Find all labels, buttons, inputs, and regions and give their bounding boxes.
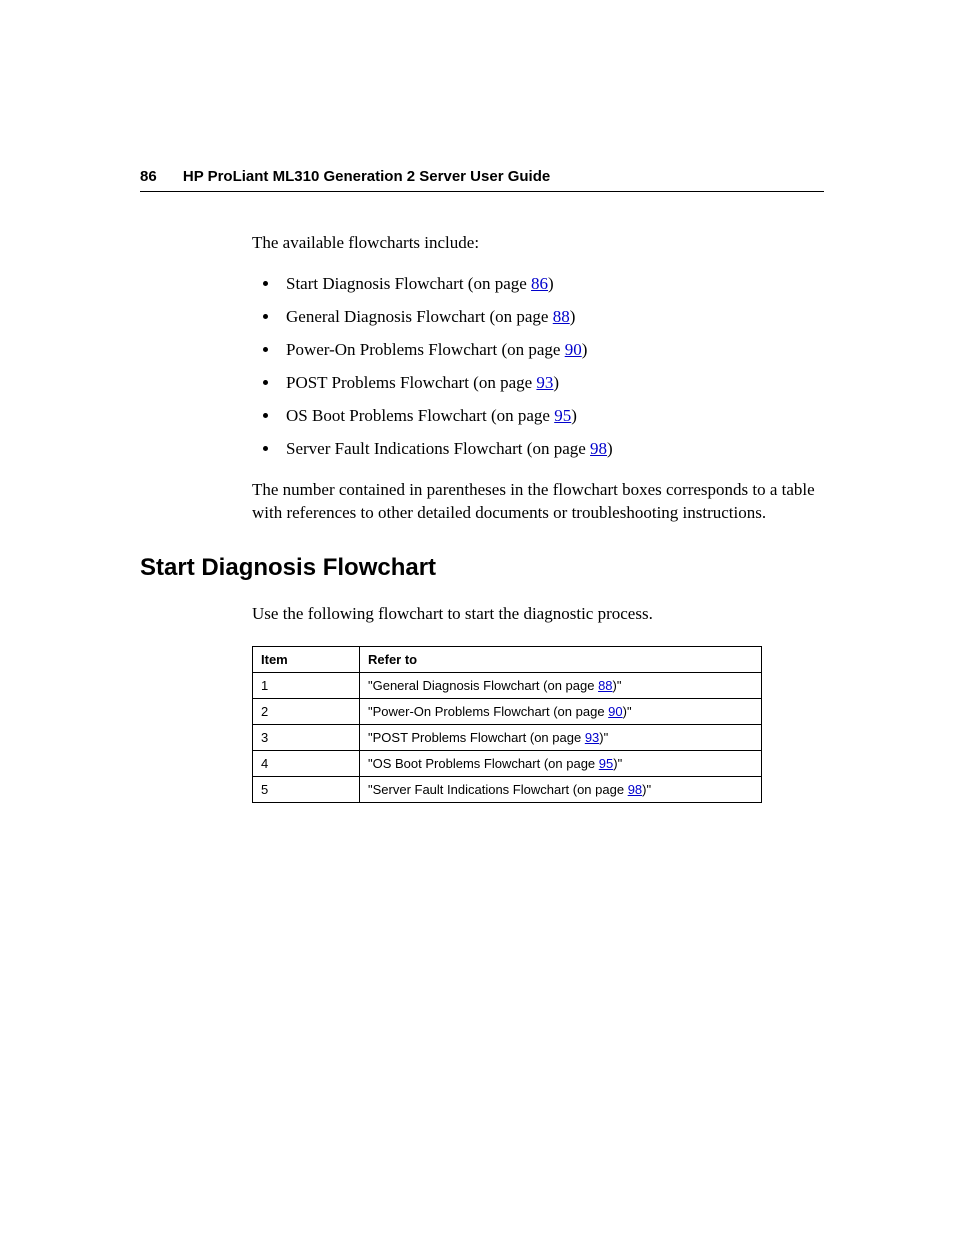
page-link[interactable]: 93 xyxy=(536,373,553,392)
list-item-suffix: ) xyxy=(582,340,588,359)
table-cell-refer: "OS Boot Problems Flowchart (on page 95)… xyxy=(360,751,762,777)
cell-suffix: )" xyxy=(613,678,622,693)
table-row: 4 "OS Boot Problems Flowchart (on page 9… xyxy=(253,751,762,777)
page-header: 86 HP ProLiant ML310 Generation 2 Server… xyxy=(140,168,824,192)
section-body: Use the following flowchart to start the… xyxy=(252,604,824,803)
cell-prefix: "OS Boot Problems Flowchart (on page xyxy=(368,756,599,771)
list-item: POST Problems Flowchart (on page 93) xyxy=(280,372,824,395)
table-row: 2 "Power-On Problems Flowchart (on page … xyxy=(253,699,762,725)
list-item-prefix: POST Problems Flowchart (on page xyxy=(286,373,536,392)
list-item-suffix: ) xyxy=(553,373,559,392)
list-item-prefix: Server Fault Indications Flowchart (on p… xyxy=(286,439,590,458)
table-row: 3 "POST Problems Flowchart (on page 93)" xyxy=(253,725,762,751)
list-item-prefix: Start Diagnosis Flowchart (on page xyxy=(286,274,531,293)
list-item-suffix: ) xyxy=(570,307,576,326)
table-cell-refer: "Server Fault Indications Flowchart (on … xyxy=(360,777,762,803)
list-item-suffix: ) xyxy=(607,439,613,458)
header-title: HP ProLiant ML310 Generation 2 Server Us… xyxy=(183,168,550,185)
table-header-cell: Item xyxy=(253,647,360,673)
page-number: 86 xyxy=(140,168,157,185)
table-cell-item: 4 xyxy=(253,751,360,777)
list-item-suffix: ) xyxy=(571,406,577,425)
list-item-prefix: General Diagnosis Flowchart (on page xyxy=(286,307,553,326)
table-cell-item: 3 xyxy=(253,725,360,751)
page-link[interactable]: 90 xyxy=(608,704,622,719)
table-cell-item: 1 xyxy=(253,673,360,699)
table-header-cell: Refer to xyxy=(360,647,762,673)
list-item-prefix: Power-On Problems Flowchart (on page xyxy=(286,340,565,359)
cell-prefix: "Power-On Problems Flowchart (on page xyxy=(368,704,608,719)
page-link[interactable]: 98 xyxy=(628,782,642,797)
table-cell-refer: "General Diagnosis Flowchart (on page 88… xyxy=(360,673,762,699)
page-link[interactable]: 95 xyxy=(554,406,571,425)
list-item-suffix: ) xyxy=(548,274,554,293)
list-item: Start Diagnosis Flowchart (on page 86) xyxy=(280,273,824,296)
cell-suffix: )" xyxy=(613,756,622,771)
flowchart-bullet-list: Start Diagnosis Flowchart (on page 86) G… xyxy=(252,273,824,461)
after-list-paragraph: The number contained in parentheses in t… xyxy=(252,479,824,525)
page-link[interactable]: 95 xyxy=(599,756,613,771)
list-item: OS Boot Problems Flowchart (on page 95) xyxy=(280,405,824,428)
list-item: Server Fault Indications Flowchart (on p… xyxy=(280,438,824,461)
section-intro: Use the following flowchart to start the… xyxy=(252,604,824,624)
document-page: 86 HP ProLiant ML310 Generation 2 Server… xyxy=(0,0,954,1235)
list-item: General Diagnosis Flowchart (on page 88) xyxy=(280,306,824,329)
section-heading: Start Diagnosis Flowchart xyxy=(140,554,824,582)
intro-paragraph: The available flowcharts include: xyxy=(252,232,824,255)
table-header-row: Item Refer to xyxy=(253,647,762,673)
cell-prefix: "POST Problems Flowchart (on page xyxy=(368,730,585,745)
table-row: 5 "Server Fault Indications Flowchart (o… xyxy=(253,777,762,803)
page-link[interactable]: 98 xyxy=(590,439,607,458)
table-cell-refer: "POST Problems Flowchart (on page 93)" xyxy=(360,725,762,751)
page-link[interactable]: 93 xyxy=(585,730,599,745)
list-item-prefix: OS Boot Problems Flowchart (on page xyxy=(286,406,554,425)
cell-prefix: "General Diagnosis Flowchart (on page xyxy=(368,678,598,693)
page-link[interactable]: 88 xyxy=(553,307,570,326)
body-content: The available flowcharts include: Start … xyxy=(252,232,824,524)
table-cell-refer: "Power-On Problems Flowchart (on page 90… xyxy=(360,699,762,725)
cell-suffix: )" xyxy=(623,704,632,719)
page-link[interactable]: 90 xyxy=(565,340,582,359)
list-item: Power-On Problems Flowchart (on page 90) xyxy=(280,339,824,362)
cell-prefix: "Server Fault Indications Flowchart (on … xyxy=(368,782,628,797)
page-link[interactable]: 86 xyxy=(531,274,548,293)
table-row: 1 "General Diagnosis Flowchart (on page … xyxy=(253,673,762,699)
cell-suffix: )" xyxy=(642,782,651,797)
table-cell-item: 5 xyxy=(253,777,360,803)
table-cell-item: 2 xyxy=(253,699,360,725)
page-link[interactable]: 88 xyxy=(598,678,612,693)
cell-suffix: )" xyxy=(599,730,608,745)
reference-table: Item Refer to 1 "General Diagnosis Flowc… xyxy=(252,646,762,803)
